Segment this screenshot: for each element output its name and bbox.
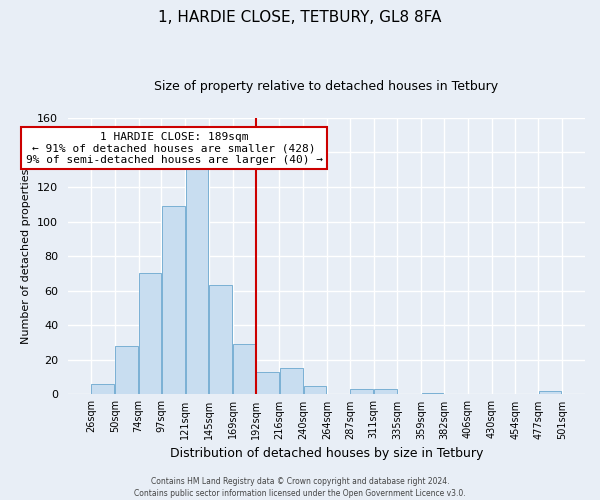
Title: Size of property relative to detached houses in Tetbury: Size of property relative to detached ho… xyxy=(154,80,499,93)
Bar xyxy=(162,206,185,394)
Bar xyxy=(280,368,302,394)
Bar xyxy=(209,286,232,395)
Text: 1 HARDIE CLOSE: 189sqm
← 91% of detached houses are smaller (428)
9% of semi-det: 1 HARDIE CLOSE: 189sqm ← 91% of detached… xyxy=(26,132,323,165)
Bar xyxy=(233,344,255,395)
Bar xyxy=(91,384,114,394)
Text: Contains HM Land Registry data © Crown copyright and database right 2024.
Contai: Contains HM Land Registry data © Crown c… xyxy=(134,476,466,498)
Bar xyxy=(374,389,397,394)
Bar xyxy=(350,389,373,394)
Bar xyxy=(256,372,279,394)
Bar xyxy=(185,168,208,394)
Bar xyxy=(304,386,326,394)
X-axis label: Distribution of detached houses by size in Tetbury: Distribution of detached houses by size … xyxy=(170,447,483,460)
Bar xyxy=(539,391,562,394)
Bar xyxy=(422,392,443,394)
Text: 1, HARDIE CLOSE, TETBURY, GL8 8FA: 1, HARDIE CLOSE, TETBURY, GL8 8FA xyxy=(158,10,442,25)
Bar xyxy=(115,346,138,395)
Bar xyxy=(139,274,161,394)
Y-axis label: Number of detached properties: Number of detached properties xyxy=(22,168,31,344)
